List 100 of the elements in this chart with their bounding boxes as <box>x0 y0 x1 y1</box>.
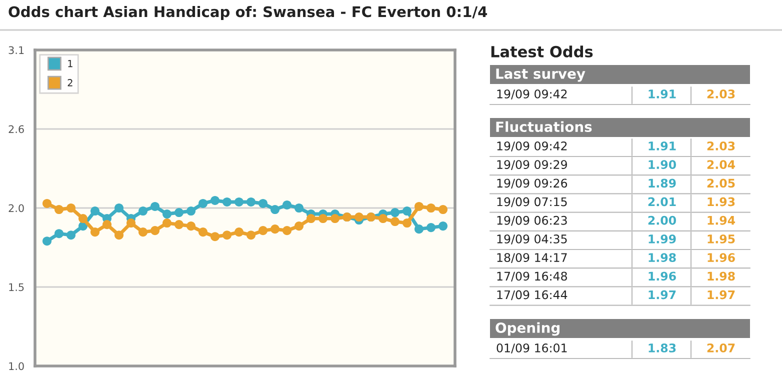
text: 19/09 09:26 <box>497 178 568 189</box>
point <box>426 223 436 232</box>
y-tick-label: 1.0 <box>9 362 24 370</box>
point <box>426 203 436 213</box>
point <box>402 206 412 216</box>
text: 1.97 <box>648 290 676 300</box>
point <box>78 214 88 224</box>
point <box>246 230 256 240</box>
point <box>246 197 256 206</box>
point <box>282 226 292 236</box>
point <box>414 224 424 234</box>
point <box>90 206 100 216</box>
point <box>66 203 76 213</box>
text: 19/09 09:42 <box>497 89 567 100</box>
point <box>282 200 292 210</box>
point <box>66 230 76 240</box>
point <box>270 224 280 234</box>
point <box>54 229 64 238</box>
text: 2.03 <box>707 89 735 98</box>
point <box>390 208 400 218</box>
point <box>150 226 160 236</box>
text: 17/09 16:44 <box>497 290 568 300</box>
point <box>54 204 64 214</box>
point <box>210 196 220 205</box>
point <box>402 218 412 228</box>
text: 01/09 16:01 <box>496 343 567 354</box>
text: 17/09 16:48 <box>497 272 567 282</box>
text: 18/09 14:17 <box>497 253 567 263</box>
text: Last survey <box>496 68 586 82</box>
point <box>162 210 172 219</box>
text: 19/09 09:29 <box>497 160 567 170</box>
text: 1.93 <box>708 197 735 206</box>
text: 2.05 <box>707 178 735 188</box>
point <box>378 214 388 224</box>
text: 1.98 <box>708 272 735 281</box>
point <box>258 226 268 236</box>
point <box>126 218 136 228</box>
point <box>42 236 52 246</box>
point <box>294 222 304 231</box>
point <box>186 222 196 231</box>
point <box>198 198 208 208</box>
point <box>294 203 304 213</box>
y-tick-label: 1.5 <box>9 283 24 292</box>
point <box>234 197 244 206</box>
text: 1.99 <box>648 234 676 244</box>
text: 2.04 <box>707 160 736 170</box>
text: 2.03 <box>707 141 735 150</box>
text: 1.89 <box>648 178 676 188</box>
text: Latest Odds <box>491 46 593 58</box>
point <box>162 218 172 228</box>
text: 1.95 <box>708 234 735 244</box>
point <box>390 217 400 226</box>
point <box>114 230 124 240</box>
point <box>234 228 244 237</box>
y-tick-label: 2.6 <box>8 125 24 134</box>
text: 19/09 07:15 <box>497 197 567 208</box>
text: 1.91 <box>648 90 676 98</box>
point <box>174 220 184 230</box>
text: 2.01 <box>648 197 676 206</box>
text: 1.98 <box>648 253 676 262</box>
y-tick-label: 3.1 <box>8 46 24 54</box>
point <box>210 232 220 242</box>
point <box>150 202 160 212</box>
text: Opening <box>496 322 560 336</box>
text: 2.00 <box>648 216 676 225</box>
legend-label: 1 <box>68 60 72 68</box>
point <box>114 203 124 213</box>
text: 19/09 06:23 <box>497 216 567 226</box>
chart-title: Odds chart Asian Handicap of: Swansea - FC Everton 0:1/4 <box>8 6 488 20</box>
legend-label: 2 <box>68 79 72 86</box>
point <box>174 208 184 218</box>
y-tick-label: 2.0 <box>8 204 24 212</box>
point <box>198 228 208 237</box>
point <box>138 206 148 216</box>
text: 1.90 <box>648 160 676 170</box>
point <box>438 204 448 214</box>
point <box>270 204 280 214</box>
point <box>42 198 52 208</box>
text: 1.96 <box>708 253 735 262</box>
point <box>306 214 316 224</box>
point <box>102 220 112 230</box>
point <box>330 214 340 224</box>
text: 1.91 <box>648 142 676 150</box>
point <box>258 198 268 208</box>
text: 1.94 <box>708 216 736 225</box>
point <box>90 228 100 237</box>
point <box>138 228 148 237</box>
text: 2.07 <box>707 343 735 352</box>
text: 19/09 09:42 <box>497 141 567 152</box>
point <box>354 212 364 222</box>
point <box>222 230 232 240</box>
point <box>318 214 328 224</box>
text: 19/09 04:35 <box>497 234 567 244</box>
point <box>222 197 232 206</box>
point <box>438 222 448 231</box>
text: 1.97 <box>708 290 735 300</box>
text: Fluctuations <box>496 121 592 132</box>
text: 1.96 <box>648 272 676 281</box>
text: 1.83 <box>648 343 676 352</box>
point <box>414 202 424 212</box>
